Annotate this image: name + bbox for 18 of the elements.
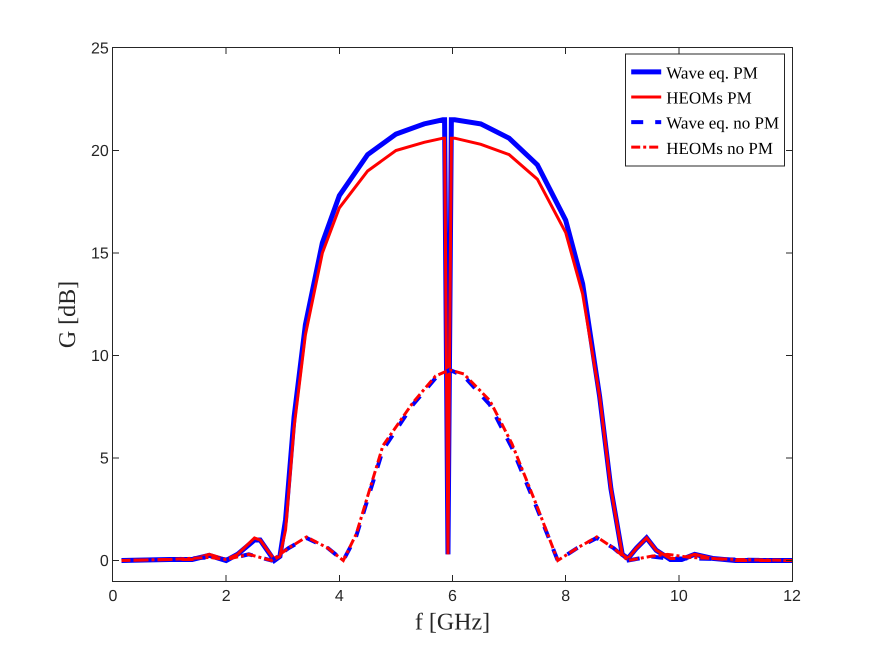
y-tick-label: 20 (91, 143, 109, 160)
legend-label: Wave eq. PM (666, 64, 758, 83)
x-tick-label: 12 (783, 588, 801, 606)
y-tick-label: 0 (100, 553, 109, 570)
x-tick-label: 2 (222, 588, 231, 606)
x-tick-label: 10 (670, 588, 688, 606)
y-tick-label: 25 (91, 40, 109, 58)
y-tick-label: 15 (91, 246, 109, 263)
legend-label: HEOMs PM (666, 88, 752, 108)
x-axis-title: f [GHz] (414, 610, 490, 636)
x-tick-label: 4 (334, 588, 344, 606)
y-tick-label: 10 (91, 348, 109, 366)
x-tick-label: 8 (561, 588, 570, 606)
y-tick-label: 5 (100, 450, 109, 468)
y-axis-title: G [dB] (55, 280, 82, 348)
legend-label: HEOMs no PM (666, 138, 773, 158)
x-tick-label: 6 (448, 588, 458, 606)
legend-label: Wave eq. no PM (666, 114, 780, 133)
